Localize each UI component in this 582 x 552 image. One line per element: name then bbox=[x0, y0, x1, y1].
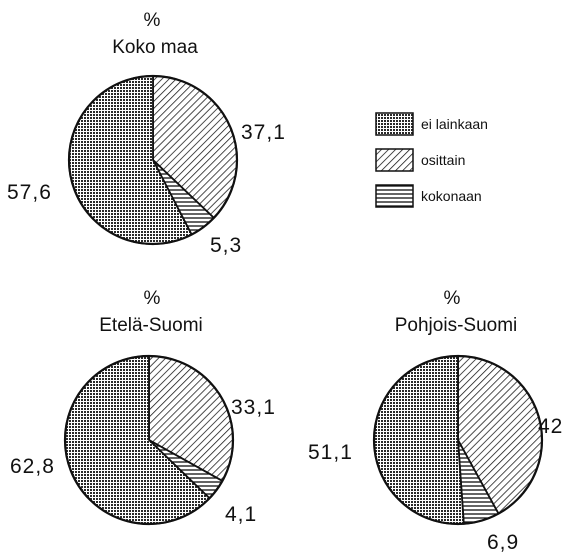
pie-title: Koko maa bbox=[112, 37, 198, 58]
pie-slices bbox=[63, 354, 235, 526]
pie-title: Etelä-Suomi bbox=[99, 315, 203, 336]
slice-value-label: 33,1 bbox=[231, 396, 276, 419]
legend-swatch-diagonal bbox=[375, 148, 414, 172]
pie-outline bbox=[372, 354, 544, 526]
slice-value-label: 57,6 bbox=[7, 181, 52, 204]
legend-item: kokonaan bbox=[375, 184, 482, 208]
pie-outline bbox=[67, 74, 239, 246]
legend-label: ei lainkaan bbox=[421, 116, 488, 132]
pie-pohjois-suomi: % Pohjois-Suomi 51,1 42 6,9 bbox=[308, 288, 563, 552]
pie-etela-suomi: % Etelä-Suomi 62,8 33,1 4,1 bbox=[10, 288, 276, 526]
slice-value-label: 42 bbox=[538, 415, 563, 438]
pie-outline bbox=[63, 354, 235, 526]
legend-swatch-horizontal bbox=[375, 184, 414, 208]
legend-label: kokonaan bbox=[421, 188, 482, 204]
slice-value-label: 5,3 bbox=[210, 234, 242, 257]
slice-value-label: 6,9 bbox=[487, 531, 519, 552]
slice-value-label: 51,1 bbox=[308, 441, 353, 464]
legend-item: ei lainkaan bbox=[375, 112, 488, 136]
legend-label: osittain bbox=[421, 152, 465, 168]
unit-label: % bbox=[444, 288, 461, 309]
legend: ei lainkaan osittain kokonaan bbox=[375, 112, 488, 208]
slice-value-label: 37,1 bbox=[241, 121, 286, 144]
pie-slice-ei-lainkaan bbox=[373, 355, 465, 525]
slice-value-label: 4,1 bbox=[225, 503, 257, 526]
slice-value-label: 62,8 bbox=[10, 455, 55, 478]
unit-label: % bbox=[144, 10, 161, 31]
legend-item: osittain bbox=[375, 148, 465, 172]
pie-koko-maa: % Koko maa 57,6 37,1 5,3 bbox=[7, 10, 286, 257]
unit-label: % bbox=[144, 288, 161, 309]
pie-slices bbox=[67, 74, 239, 246]
legend-swatch-crosshatch bbox=[375, 112, 414, 136]
pie-slices bbox=[372, 354, 544, 526]
pie-title: Pohjois-Suomi bbox=[395, 315, 518, 336]
